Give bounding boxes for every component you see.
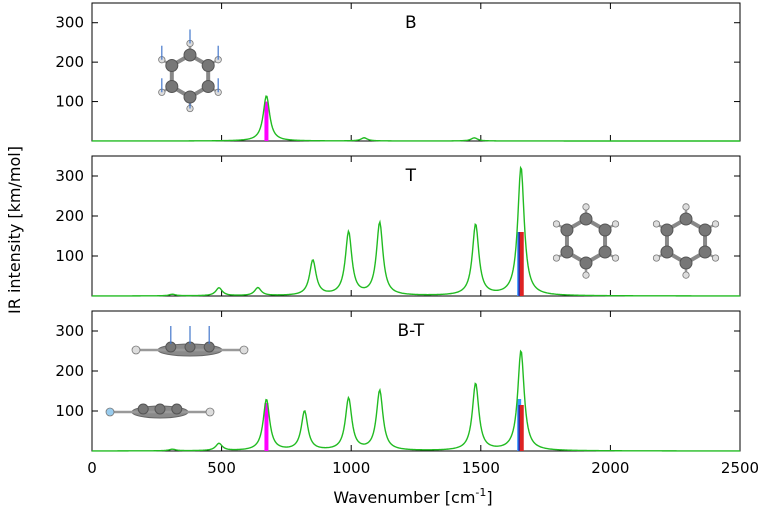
stacked-molecule-bottom-carbon	[137, 403, 149, 415]
x-tick-label: 0	[87, 459, 97, 477]
plot-frame	[91, 310, 741, 452]
mode-molecule-right-hydrogen	[682, 203, 690, 211]
x-tick-label: 500	[207, 459, 236, 477]
stick-0	[264, 101, 269, 141]
mode-molecule-right-hydrogen	[682, 271, 690, 279]
mode-molecule-left-carbon	[579, 256, 593, 270]
mode-molecule-left-carbon	[598, 223, 612, 237]
spectrum-line	[92, 165, 741, 297]
mode-molecule-left-hydrogen	[582, 271, 590, 279]
mode-molecule-right-carbon	[698, 245, 712, 259]
mode-molecule-left-hydrogen	[552, 254, 561, 262]
panel-title: T	[405, 166, 417, 186]
y-tick-label: 200	[55, 53, 84, 71]
y-tick-label: 300	[55, 322, 84, 340]
mode-molecule-left-hydrogen	[552, 220, 561, 228]
panel-title: B-T	[398, 321, 425, 341]
stacked-molecule-bottom-end-atom	[205, 407, 215, 417]
spectrum-line	[92, 95, 740, 142]
stick-3	[519, 405, 524, 451]
stick-2	[519, 232, 524, 296]
x-tick-label: 2500	[721, 459, 759, 477]
x-tick-label: 2000	[591, 459, 629, 477]
mode-molecule-left-carbon	[579, 212, 593, 226]
mode-molecule-right-hydrogen	[652, 220, 661, 228]
benzene-molecule-carbon	[201, 59, 215, 72]
stacked-molecule-bottom-carbon	[171, 403, 183, 415]
stacked-molecule-top-end-atom	[131, 345, 141, 355]
mode-molecule-right-carbon	[679, 256, 693, 270]
x-tick-label: 1000	[332, 459, 370, 477]
y-tick-label: 200	[55, 362, 84, 380]
mode-molecule-left-carbon	[560, 223, 574, 237]
y-tick-label: 300	[55, 167, 84, 185]
x-tick-label: 1500	[462, 459, 500, 477]
stacked-molecule-top-end-atom	[239, 345, 249, 355]
mode-molecule-left-carbon	[598, 245, 612, 259]
y-tick-label: 100	[55, 402, 84, 420]
benzene-molecule-carbon	[183, 90, 197, 104]
stacked-molecule-bottom-carbon	[154, 403, 166, 415]
y-tick-label: 100	[55, 93, 84, 111]
mode-molecule-left-hydrogen	[611, 220, 620, 228]
mode-molecule-left-carbon	[560, 245, 574, 259]
stacked-molecule-bottom-end-atom	[105, 407, 115, 417]
mode-molecule-right-hydrogen	[711, 220, 720, 228]
mode-molecule-right-hydrogen	[711, 254, 720, 262]
panel-bt: 100 200 300 0 500 1000 1500 2000 2500 B-T	[55, 310, 759, 477]
mode-molecule-left-hydrogen	[582, 203, 590, 211]
x-axis-label: Wavenumber [cm-1]	[333, 486, 492, 507]
panel-title: B	[405, 13, 417, 33]
y-tick-label: 100	[55, 247, 84, 265]
plot-frame	[91, 155, 741, 297]
mode-molecule-right-carbon	[679, 212, 693, 226]
benzene-molecule-carbon	[183, 48, 197, 62]
mode-molecule-right-carbon	[698, 223, 712, 237]
mode-molecule-right-carbon	[660, 223, 674, 237]
stick-0	[264, 403, 269, 451]
spectra-panels: 100 200 300 B 100 200 300 T 100 200 300 0 500 1000 150…	[55, 2, 759, 477]
y-axis-label: IR intensity [km/mol]	[5, 146, 24, 314]
y-tick-label: 300	[55, 14, 84, 32]
mode-molecule-left-hydrogen	[611, 254, 620, 262]
panel-b: 100 200 300 B	[55, 2, 741, 142]
benzene-molecule-carbon	[201, 80, 215, 93]
mode-molecule-right-carbon	[660, 245, 674, 259]
spectrum-line	[92, 349, 740, 452]
mode-molecule-right-hydrogen	[652, 254, 661, 262]
y-tick-label: 200	[55, 207, 84, 225]
benzene-molecule-carbon	[165, 80, 179, 93]
benzene-molecule-carbon	[165, 59, 179, 72]
panel-t: 100 200 300 T	[55, 155, 741, 297]
